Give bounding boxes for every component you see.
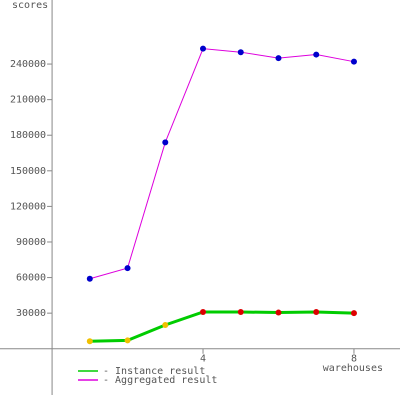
point bbox=[124, 337, 131, 344]
legend-label: - Aggregated result bbox=[103, 375, 217, 386]
point bbox=[162, 322, 169, 329]
x-tick-label: 8 bbox=[351, 354, 357, 365]
point bbox=[124, 265, 131, 272]
y-axis-label: scores bbox=[12, 0, 48, 11]
point bbox=[86, 275, 93, 282]
point bbox=[86, 338, 93, 345]
y-tick-label: 180000 bbox=[10, 130, 46, 141]
point bbox=[275, 55, 282, 62]
point bbox=[237, 49, 244, 56]
point bbox=[313, 308, 320, 315]
y-tick-label: 30000 bbox=[16, 308, 46, 319]
point bbox=[237, 308, 244, 315]
x-axis-label: warehouses bbox=[323, 363, 383, 374]
y-tick-label: 150000 bbox=[10, 166, 46, 177]
point bbox=[350, 58, 357, 65]
x-tick-label: 4 bbox=[200, 354, 206, 365]
point bbox=[200, 308, 207, 315]
point bbox=[162, 139, 169, 146]
legend-label: - Instance result bbox=[103, 366, 205, 377]
y-tick-label: 90000 bbox=[16, 237, 46, 248]
series-line bbox=[89, 310, 355, 343]
point bbox=[350, 310, 357, 317]
y-tick-label: 210000 bbox=[10, 95, 46, 106]
point bbox=[200, 45, 207, 52]
y-tick-label: 60000 bbox=[16, 273, 46, 284]
y-tick-label: 240000 bbox=[10, 59, 46, 70]
point bbox=[313, 51, 320, 58]
series-line bbox=[89, 48, 355, 280]
point bbox=[275, 309, 282, 316]
y-tick-label: 120000 bbox=[10, 201, 46, 212]
